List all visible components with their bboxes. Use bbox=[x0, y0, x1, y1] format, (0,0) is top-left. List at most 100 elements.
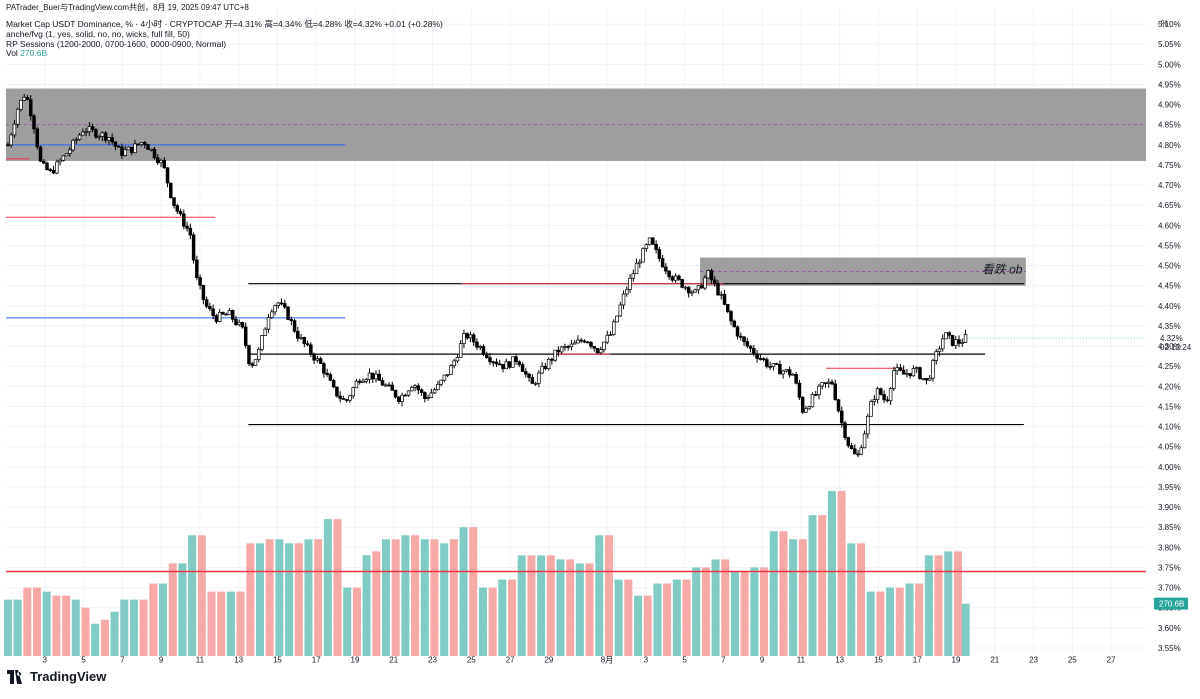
candle[interactable] bbox=[901, 369, 906, 375]
candle[interactable] bbox=[243, 326, 248, 346]
candle[interactable] bbox=[305, 343, 310, 346]
candle[interactable] bbox=[126, 146, 131, 151]
candle[interactable] bbox=[162, 159, 167, 169]
candle[interactable] bbox=[35, 128, 40, 148]
candle[interactable] bbox=[214, 315, 219, 322]
candle[interactable] bbox=[853, 448, 857, 455]
candle[interactable] bbox=[107, 137, 111, 141]
candle[interactable] bbox=[309, 344, 313, 355]
candle[interactable] bbox=[178, 210, 183, 215]
candle[interactable] bbox=[755, 353, 759, 359]
candle[interactable] bbox=[957, 339, 961, 344]
candle[interactable] bbox=[64, 153, 69, 157]
candle[interactable] bbox=[263, 328, 268, 336]
candle[interactable] bbox=[585, 341, 590, 344]
candle[interactable] bbox=[357, 380, 362, 383]
candle[interactable] bbox=[185, 225, 189, 229]
candle[interactable] bbox=[452, 360, 456, 367]
candle[interactable] bbox=[546, 358, 551, 369]
candle[interactable] bbox=[862, 433, 867, 449]
candle[interactable] bbox=[149, 148, 154, 151]
candle[interactable] bbox=[292, 320, 297, 332]
volume-legend[interactable]: Vol 270.6B bbox=[6, 48, 47, 58]
candle[interactable] bbox=[644, 244, 649, 249]
candle[interactable] bbox=[32, 115, 36, 130]
candle[interactable] bbox=[598, 349, 603, 354]
candle[interactable] bbox=[335, 386, 339, 397]
candle[interactable] bbox=[133, 143, 137, 154]
candle[interactable] bbox=[410, 386, 414, 392]
candle[interactable] bbox=[787, 369, 792, 376]
candle[interactable] bbox=[296, 330, 300, 339]
candle[interactable] bbox=[647, 237, 652, 246]
candle[interactable] bbox=[253, 359, 258, 366]
candle[interactable] bbox=[908, 373, 912, 377]
candle[interactable] bbox=[631, 273, 636, 279]
candle[interactable] bbox=[670, 276, 675, 281]
candle[interactable] bbox=[227, 310, 232, 315]
candle[interactable] bbox=[406, 390, 411, 396]
candle[interactable] bbox=[703, 277, 707, 289]
candle[interactable] bbox=[771, 363, 776, 367]
candle[interactable] bbox=[895, 367, 899, 372]
candle[interactable] bbox=[397, 396, 401, 402]
candle[interactable] bbox=[390, 384, 395, 391]
candle[interactable] bbox=[195, 259, 199, 278]
candle[interactable] bbox=[569, 343, 574, 348]
candle[interactable] bbox=[136, 143, 140, 146]
candle[interactable] bbox=[423, 392, 427, 400]
candle[interactable] bbox=[74, 139, 79, 141]
candle[interactable] bbox=[302, 336, 307, 345]
candle[interactable] bbox=[843, 422, 847, 438]
candle[interactable] bbox=[377, 373, 382, 381]
candle[interactable] bbox=[615, 315, 619, 323]
candle[interactable] bbox=[182, 213, 186, 227]
candle[interactable] bbox=[58, 159, 62, 163]
candle[interactable] bbox=[748, 345, 753, 349]
candle[interactable] bbox=[364, 379, 368, 382]
candle[interactable] bbox=[45, 162, 49, 170]
candle[interactable] bbox=[413, 385, 417, 388]
candle[interactable] bbox=[719, 293, 724, 296]
candle[interactable] bbox=[299, 336, 303, 339]
symbol-ohlc-line[interactable]: Market Cap USDT Dominance, % · 4小时 · CRY… bbox=[6, 19, 443, 29]
candle[interactable] bbox=[628, 277, 632, 290]
candle[interactable] bbox=[869, 401, 873, 417]
candle[interactable] bbox=[813, 394, 818, 396]
candle[interactable] bbox=[914, 367, 919, 369]
candle[interactable] bbox=[48, 169, 53, 171]
candle[interactable] bbox=[866, 415, 870, 435]
candle[interactable] bbox=[250, 363, 254, 366]
candle[interactable] bbox=[68, 149, 72, 154]
candle[interactable] bbox=[556, 349, 561, 353]
candle[interactable] bbox=[331, 380, 336, 388]
candle[interactable] bbox=[6, 144, 10, 147]
candle[interactable] bbox=[387, 384, 391, 387]
candle[interactable] bbox=[439, 379, 443, 385]
candle[interactable] bbox=[729, 311, 733, 322]
candle[interactable] bbox=[716, 282, 720, 296]
indicator-fvg-legend[interactable]: anche/fvg (1, yes, solid, no, no, wicks,… bbox=[6, 29, 190, 39]
candle[interactable] bbox=[709, 270, 714, 281]
candle[interactable] bbox=[752, 348, 756, 355]
candle[interactable] bbox=[563, 346, 567, 348]
candle[interactable] bbox=[511, 356, 515, 368]
candle[interactable] bbox=[322, 363, 326, 374]
candle[interactable] bbox=[416, 385, 421, 391]
candle[interactable] bbox=[517, 361, 522, 365]
candle[interactable] bbox=[559, 346, 564, 353]
candle[interactable] bbox=[820, 382, 824, 387]
candle[interactable] bbox=[892, 370, 896, 389]
candle[interactable] bbox=[234, 318, 238, 325]
candle[interactable] bbox=[934, 351, 938, 361]
candle[interactable] bbox=[712, 279, 717, 284]
candle[interactable] bbox=[699, 285, 704, 289]
candle[interactable] bbox=[51, 169, 56, 174]
candle[interactable] bbox=[146, 144, 150, 150]
candle[interactable] bbox=[572, 342, 577, 345]
candle[interactable] bbox=[722, 293, 727, 305]
candle[interactable] bbox=[42, 160, 46, 164]
candle[interactable] bbox=[191, 234, 196, 261]
candle[interactable] bbox=[595, 347, 600, 354]
